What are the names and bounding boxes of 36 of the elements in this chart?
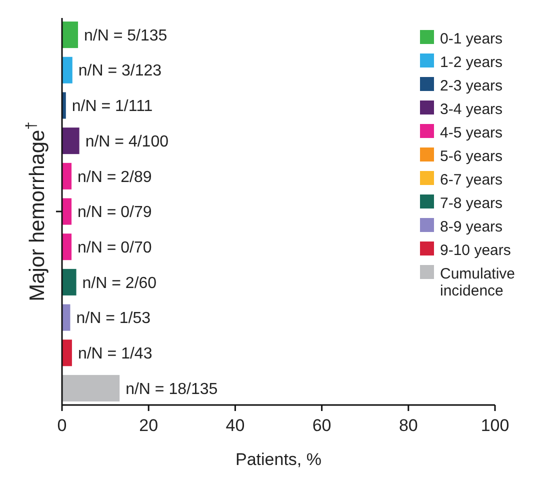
legend-label: 2-3 years [440, 77, 503, 94]
legend-label: 9-10 years [440, 242, 511, 259]
bar [62, 56, 72, 84]
data-label: n/N = 4/100 [85, 133, 169, 150]
data-label: n/N = 1/53 [76, 310, 151, 328]
x-tick-label: 60 [312, 416, 332, 435]
data-label: n/N = 0/79 [78, 204, 152, 222]
x-tick-label: 20 [139, 416, 158, 435]
x-tick-label: 100 [480, 416, 510, 435]
x-tick-label: 40 [226, 416, 245, 435]
data-label: n/N = 1/43 [78, 345, 152, 362]
bar [62, 268, 76, 296]
data-label: n/N = 5/135 [84, 27, 168, 44]
bar [62, 340, 72, 366]
data-label: n/N = 18/135 [126, 380, 218, 398]
legend-label: 3-4 years [440, 100, 503, 118]
x-axis-title: Patients, % [236, 450, 322, 469]
bar [62, 374, 120, 402]
legend-label: 6-7 years [440, 171, 503, 188]
bar [62, 22, 78, 48]
legend-label: 8-9 years [440, 218, 503, 236]
x-tick-label: 0 [57, 416, 67, 435]
bar [62, 128, 80, 154]
data-label: n/N = 1/111 [72, 98, 153, 116]
data-label: n/N = 0/70 [78, 239, 152, 256]
legend-label: 4-5 years [440, 124, 503, 142]
data-label: n/N = 2/89 [78, 168, 152, 186]
legend-label: 5-6 years [440, 148, 503, 165]
data-label: n/N = 3/123 [78, 62, 162, 80]
legend-label: Cumulative incidence [440, 265, 516, 300]
data-label: n/N = 2/60 [82, 274, 157, 292]
bar [62, 198, 72, 225]
legend-label: 0-1 years [440, 30, 503, 48]
x-tick-label: 80 [398, 416, 418, 435]
legend-label: 7-8 years [440, 194, 503, 212]
legend-label: 1-2 years [440, 54, 503, 71]
